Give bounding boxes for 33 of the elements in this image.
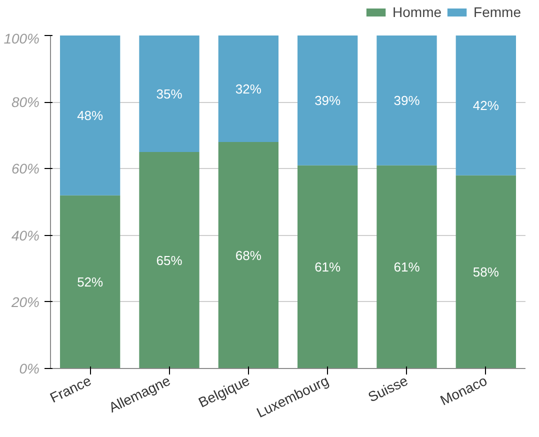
bar bbox=[376, 165, 437, 368]
y-tick-label: 80% bbox=[11, 94, 40, 110]
data-label: 32% bbox=[235, 81, 262, 96]
data-label: 35% bbox=[156, 86, 183, 102]
data-label: 42% bbox=[472, 98, 500, 113]
data-label: 68% bbox=[235, 248, 262, 263]
data-label: 48% bbox=[77, 108, 104, 123]
legend-label: Homme bbox=[392, 4, 442, 20]
bar bbox=[456, 175, 516, 368]
bar bbox=[456, 36, 516, 176]
y-tick-label: 60% bbox=[11, 160, 40, 177]
bar bbox=[60, 195, 120, 368]
data-label: 61% bbox=[394, 259, 420, 274]
legend-label: Femme bbox=[474, 4, 521, 20]
y-tick-label: 40% bbox=[11, 227, 40, 244]
data-label: 39% bbox=[314, 92, 342, 108]
x-tick-label: Suisse bbox=[365, 372, 410, 405]
bar bbox=[218, 36, 278, 142]
data-label: 52% bbox=[77, 274, 104, 290]
bar bbox=[298, 165, 358, 368]
y-tick-label: 0% bbox=[19, 360, 40, 376]
bar bbox=[139, 152, 200, 368]
bar bbox=[60, 36, 120, 196]
bar bbox=[139, 36, 200, 152]
data-label: 65% bbox=[156, 252, 183, 268]
y-tick-label: 20% bbox=[10, 294, 40, 310]
bar bbox=[298, 36, 358, 166]
data-label: 39% bbox=[394, 92, 420, 108]
y-tick-label: 100% bbox=[4, 30, 40, 46]
data-label: 58% bbox=[472, 264, 500, 280]
bar bbox=[218, 142, 278, 368]
bar bbox=[376, 36, 437, 166]
data-label: 61% bbox=[314, 259, 342, 274]
